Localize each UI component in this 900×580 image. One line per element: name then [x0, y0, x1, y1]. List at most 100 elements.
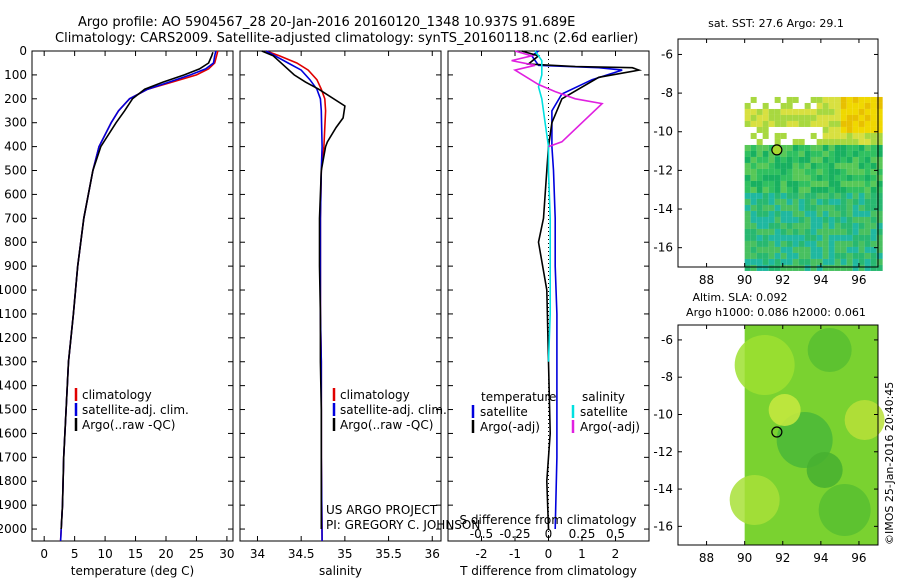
sst-cell — [792, 138, 799, 145]
sst-cell — [858, 156, 865, 163]
sst-cell — [744, 156, 751, 163]
sst-cell — [828, 192, 835, 199]
sst-cell — [828, 102, 835, 109]
sst-cell — [798, 234, 805, 241]
legend-entry: climatology — [340, 388, 410, 402]
sst-cell — [774, 120, 781, 127]
sst-cell — [762, 108, 769, 115]
sst-cell — [780, 204, 787, 211]
sst-cell — [780, 144, 787, 151]
sst-cell — [744, 186, 751, 193]
sst-cell — [750, 264, 757, 271]
sst-cell — [768, 216, 775, 223]
sst-cell — [792, 198, 799, 205]
sst-cell — [792, 174, 799, 181]
sst-cell — [762, 126, 769, 133]
sst-cell — [840, 102, 847, 109]
sst-cell — [798, 186, 805, 193]
y-tick-label: -16 — [653, 241, 673, 255]
sst-cell — [828, 234, 835, 241]
sst-cell — [810, 162, 817, 169]
sst-cell — [852, 150, 859, 157]
sst-cell — [864, 120, 871, 127]
sst-cell — [870, 156, 877, 163]
y-tick-label: -12 — [653, 163, 673, 177]
sst-cell — [822, 234, 829, 241]
sst-cell — [768, 246, 775, 253]
sst-cell — [768, 168, 775, 175]
sst-cell — [816, 204, 823, 211]
y-tick-label: -10 — [653, 125, 673, 139]
y-tick-label: -14 — [653, 482, 673, 496]
sst-cell — [804, 150, 811, 157]
sst-cell — [822, 186, 829, 193]
series-temperature-0 — [59, 50, 219, 542]
sst-cell — [870, 132, 877, 139]
sst-cell — [876, 240, 883, 247]
sst-cell — [876, 96, 883, 103]
s-diff-axis-label: S difference from climatology — [460, 513, 637, 527]
sst-cell — [876, 114, 883, 121]
sst-cell — [750, 186, 757, 193]
sst-cell — [876, 252, 883, 259]
sst-cell — [810, 96, 817, 103]
sst-cell — [756, 150, 763, 157]
y-tick-label: -14 — [653, 202, 673, 216]
sst-cell — [828, 246, 835, 253]
legend-entry: Argo(..raw -QC) — [340, 418, 433, 432]
sst-cell — [840, 192, 847, 199]
sst-cell — [858, 108, 865, 115]
sst-cell — [804, 168, 811, 175]
sst-cell — [786, 114, 793, 121]
sst-cell — [762, 210, 769, 217]
sst-cell — [744, 144, 751, 151]
sst-cell — [786, 180, 793, 187]
sst-cell — [756, 114, 763, 121]
x-tick-label: 10 — [97, 547, 112, 561]
sst-cell — [840, 240, 847, 247]
sst-cell — [858, 96, 865, 103]
sst-cell — [876, 108, 883, 115]
y-tick-label: 1300 — [0, 355, 27, 369]
sst-cell — [816, 168, 823, 175]
sst-cell — [852, 204, 859, 211]
sst-cell — [780, 150, 787, 157]
sst-cell — [762, 150, 769, 157]
y-tick-label: 1900 — [0, 498, 27, 512]
sst-cell — [840, 156, 847, 163]
sst-cell — [762, 204, 769, 211]
sst-cell — [846, 186, 853, 193]
sst-cell — [768, 222, 775, 229]
sst-cell — [756, 192, 763, 199]
sst-cell — [804, 114, 811, 121]
sst-cell — [840, 186, 847, 193]
sst-cell — [822, 198, 829, 205]
sst-cell — [786, 96, 793, 103]
sst-cell — [786, 252, 793, 259]
sst-cell — [774, 234, 781, 241]
sst-cell — [840, 132, 847, 139]
sst-cell — [870, 96, 877, 103]
sst-cell — [774, 180, 781, 187]
sst-cell — [864, 96, 871, 103]
sst-cell — [744, 180, 751, 187]
y-tick-label: 200 — [4, 92, 27, 106]
sst-cell — [804, 186, 811, 193]
sst-cell — [822, 252, 829, 259]
sst-cell — [840, 180, 847, 187]
sst-cell — [852, 198, 859, 205]
sst-cell — [810, 198, 817, 205]
x-tick-label: 2 — [612, 547, 620, 561]
sst-cell — [870, 180, 877, 187]
sst-cell — [804, 222, 811, 229]
legend-title: salinity — [582, 390, 625, 404]
sst-cell — [810, 222, 817, 229]
sst-cell — [780, 108, 787, 115]
sst-cell — [798, 222, 805, 229]
sst-cell — [834, 228, 841, 235]
sst-cell — [876, 204, 883, 211]
sst-cell — [810, 264, 817, 271]
sst-cell — [870, 114, 877, 121]
sst-cell — [870, 258, 877, 265]
